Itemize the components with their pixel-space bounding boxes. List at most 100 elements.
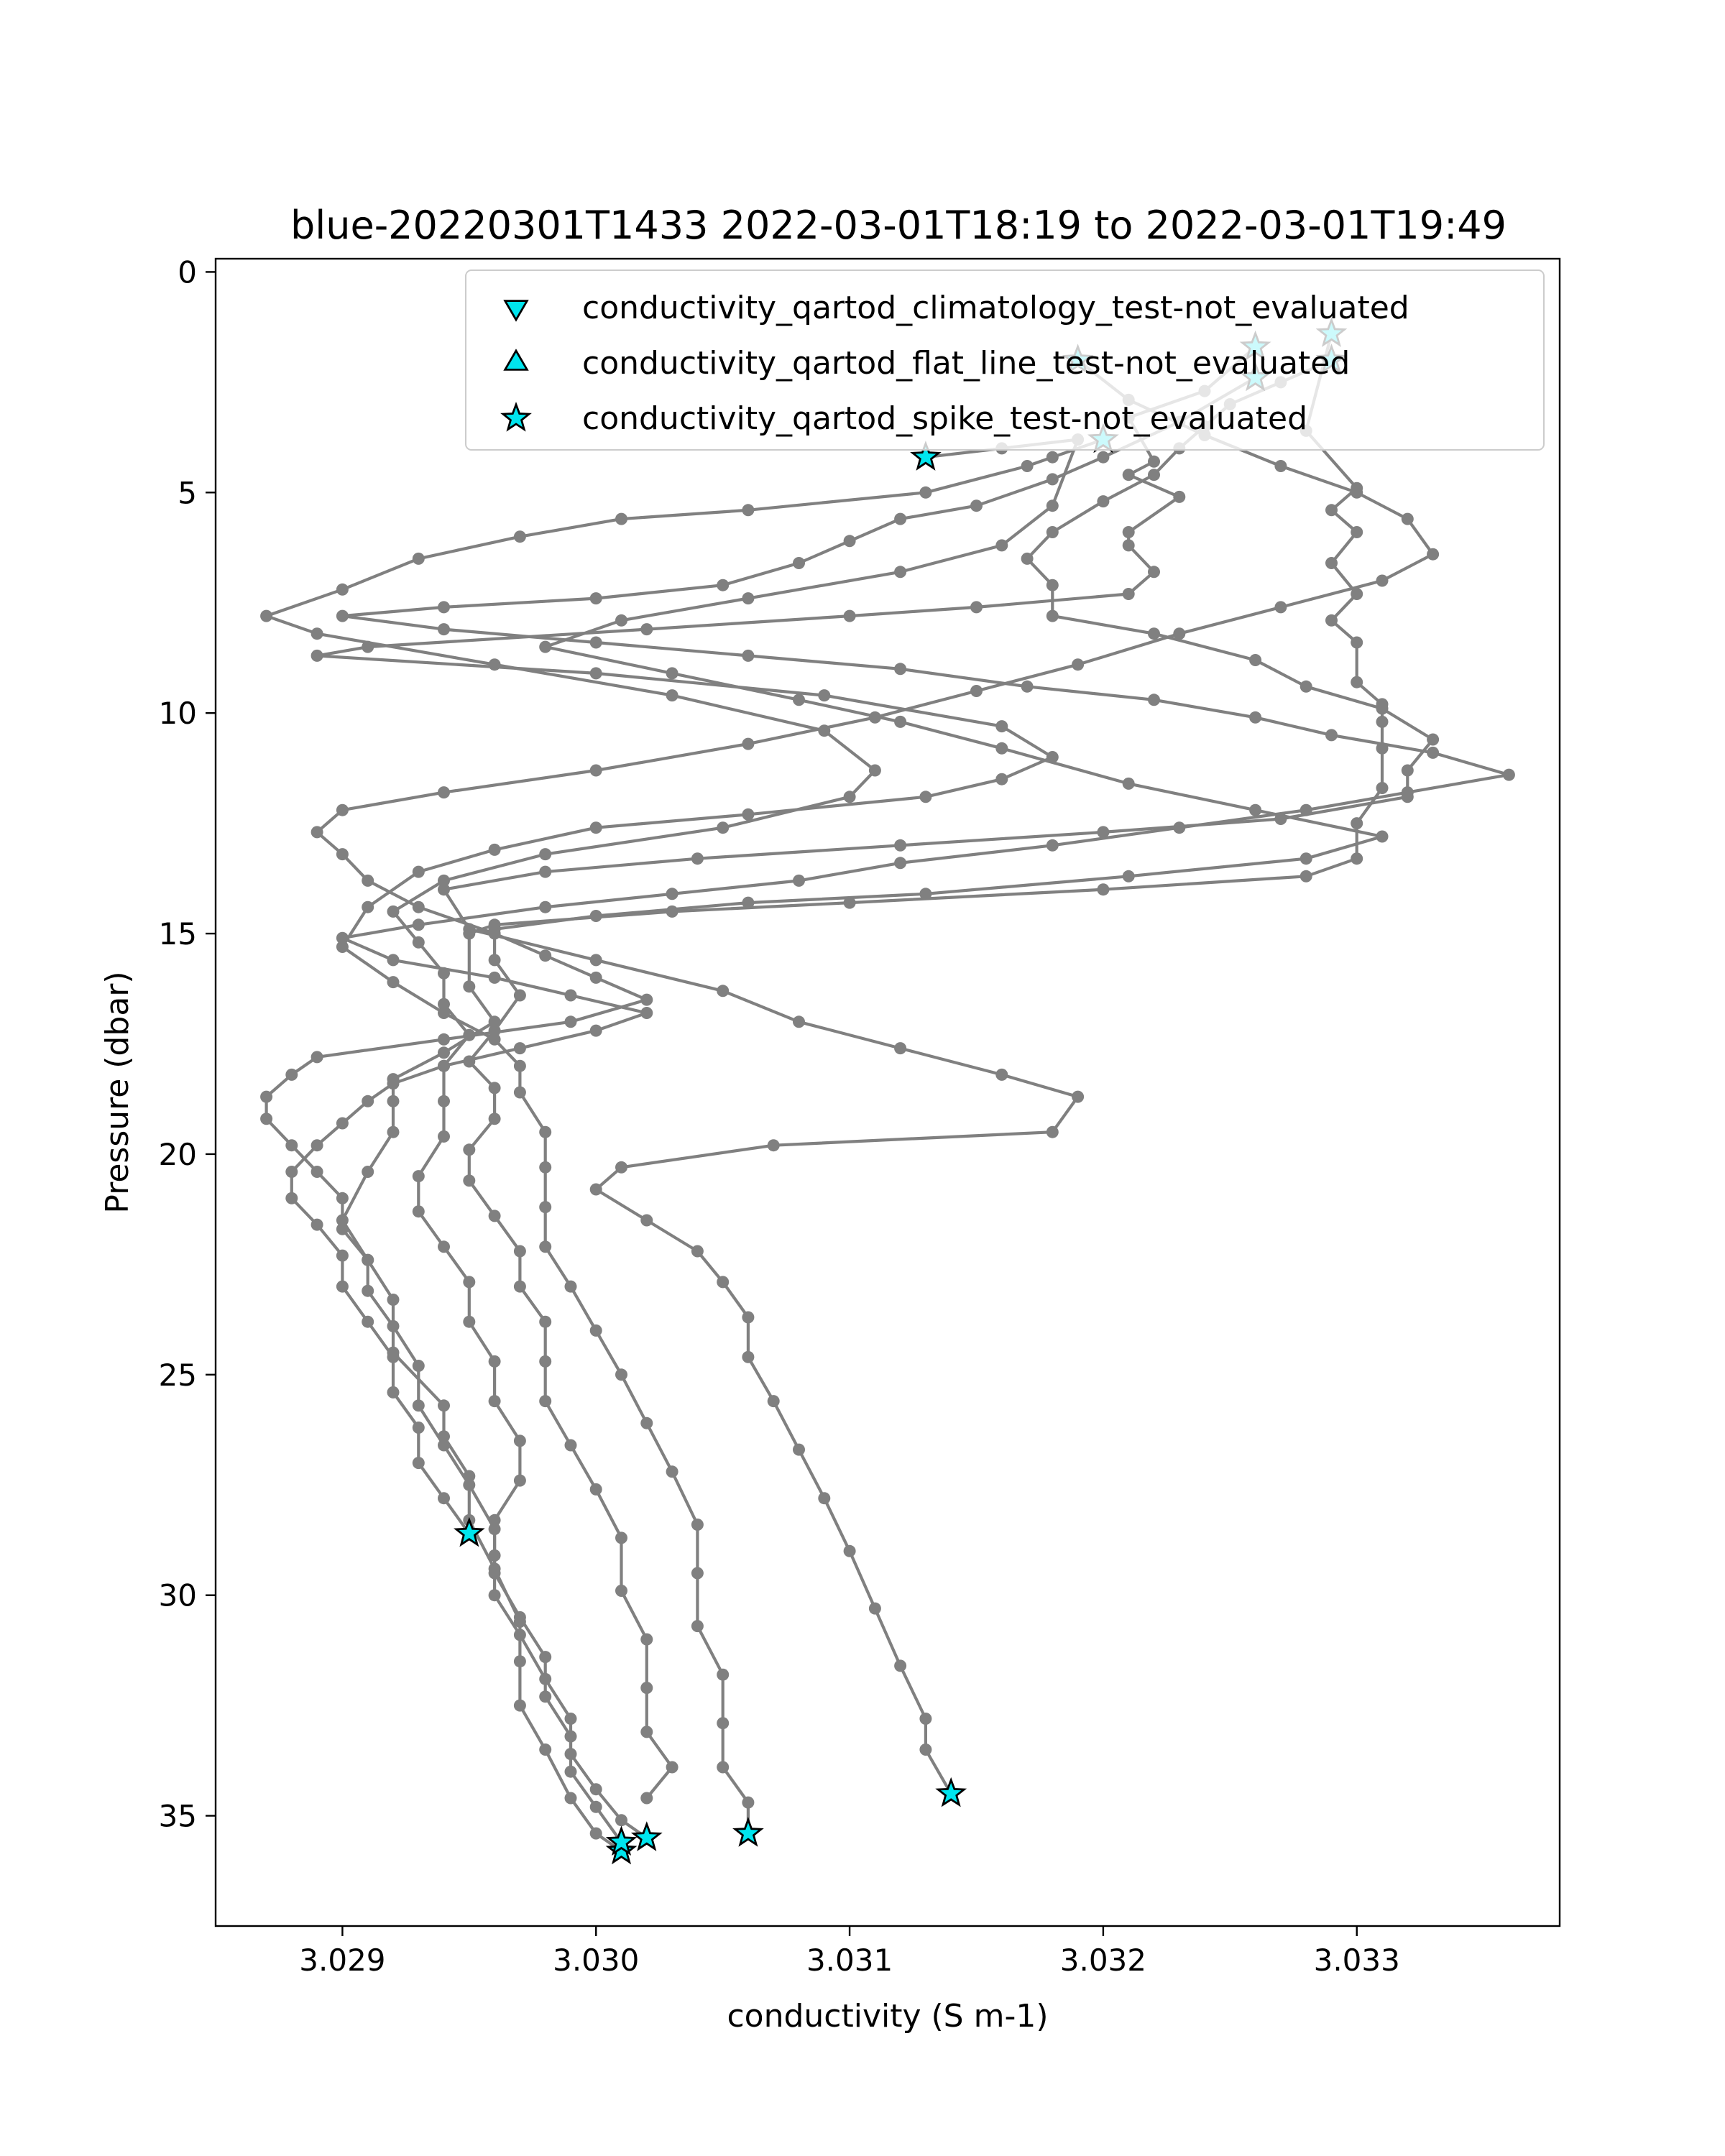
profile-point (589, 764, 602, 777)
profile-point (742, 896, 755, 909)
profile-point (438, 1130, 450, 1143)
profile-point (336, 941, 349, 953)
profile-point (919, 486, 932, 499)
profile-point (717, 579, 730, 591)
profile-point (666, 888, 678, 900)
profile-point (336, 1249, 349, 1262)
profile-point (1148, 694, 1160, 706)
profile-point (717, 1717, 730, 1730)
profile-point (513, 1086, 526, 1099)
x-tick-label: 3.033 (1314, 1943, 1400, 1978)
profile-point (539, 640, 552, 653)
profile-point (995, 742, 1008, 755)
profile-point (640, 623, 653, 636)
legend-entry-label: conductivity_qartod_climatology_test-not… (582, 290, 1409, 326)
profile-point (793, 694, 805, 706)
profile-point (1300, 803, 1312, 816)
profile-point (1325, 504, 1338, 517)
legend-triangle-up-marker (503, 349, 529, 371)
profile-point (336, 1117, 349, 1130)
x-tick-label: 3.031 (806, 1943, 893, 1978)
profile-point (818, 1492, 831, 1505)
legend-box (465, 270, 1545, 451)
profile-point (564, 1439, 577, 1452)
profile-point (640, 1214, 653, 1227)
profile-point (1325, 614, 1338, 627)
profile-point (336, 803, 349, 816)
profile-point (412, 918, 425, 931)
profile-point (1097, 495, 1110, 508)
profile-point (488, 1589, 501, 1602)
profile-point (513, 530, 526, 543)
profile-point (387, 1095, 400, 1107)
profile-point (1173, 490, 1186, 503)
profile-point (513, 1628, 526, 1641)
profile-point (412, 900, 425, 913)
profile-point (767, 1139, 780, 1152)
profile-point (615, 1814, 627, 1827)
profile-point (362, 900, 374, 913)
profile-point (387, 1077, 400, 1090)
profile-point (742, 592, 755, 605)
profile-point (438, 1095, 450, 1107)
profile-point (1401, 786, 1414, 799)
profile-point (793, 1443, 805, 1456)
profile-point (336, 583, 349, 596)
profile-point (1376, 830, 1389, 843)
profile-point (894, 839, 907, 852)
plot-area (260, 317, 1515, 1865)
profile-point (843, 791, 856, 803)
profile-point (438, 998, 450, 1010)
profile-point (1148, 566, 1160, 579)
y-tick-label: 30 (159, 1578, 197, 1613)
profile-point (640, 993, 653, 1006)
profile-point (488, 1210, 501, 1222)
profile-point (894, 663, 907, 676)
profile-point (336, 609, 349, 622)
profile-point (362, 1095, 374, 1107)
profile-series (463, 433, 1389, 1805)
profile-point (843, 896, 856, 909)
profile-point (336, 931, 349, 944)
profile-point (1300, 870, 1312, 883)
profile-point (362, 1253, 374, 1266)
profile-point (463, 1478, 476, 1491)
profile-point (1249, 711, 1262, 724)
spike-test-marker (630, 1821, 663, 1851)
profile-point (260, 1090, 273, 1103)
y-tick-label: 0 (178, 254, 197, 290)
profile-point (387, 905, 400, 918)
profile-point (1046, 609, 1059, 622)
profile-point (843, 1544, 856, 1557)
profile-point (1274, 601, 1287, 614)
profile-point (691, 852, 704, 865)
profile-point (1046, 1125, 1059, 1138)
profile-point (412, 1422, 425, 1434)
profile-point (564, 1280, 577, 1293)
profile-point (691, 1245, 704, 1258)
profile-point (539, 1690, 552, 1703)
profile-point (640, 1792, 653, 1805)
profile-point (1376, 574, 1389, 587)
profile-point (336, 1192, 349, 1204)
profile-point (513, 1474, 526, 1487)
profile-point (438, 1492, 450, 1505)
profile-point (919, 888, 932, 900)
profile-point (412, 552, 425, 565)
y-tick-label: 10 (159, 696, 197, 731)
profile-point (438, 883, 450, 896)
profile-series (285, 372, 1515, 1540)
y-axis-label: Pressure (dbar) (99, 971, 136, 1213)
profile-point (742, 1311, 755, 1324)
profile-point (336, 1280, 349, 1293)
profile-point (539, 1201, 552, 1214)
profile-point (1173, 821, 1186, 834)
profile-point (615, 1585, 627, 1597)
profile-point (488, 843, 501, 856)
profile-point (640, 1007, 653, 1019)
profile-point (767, 1395, 780, 1408)
profile-point (310, 1218, 323, 1231)
profile-point (742, 1796, 755, 1809)
profile-point (362, 1166, 374, 1178)
